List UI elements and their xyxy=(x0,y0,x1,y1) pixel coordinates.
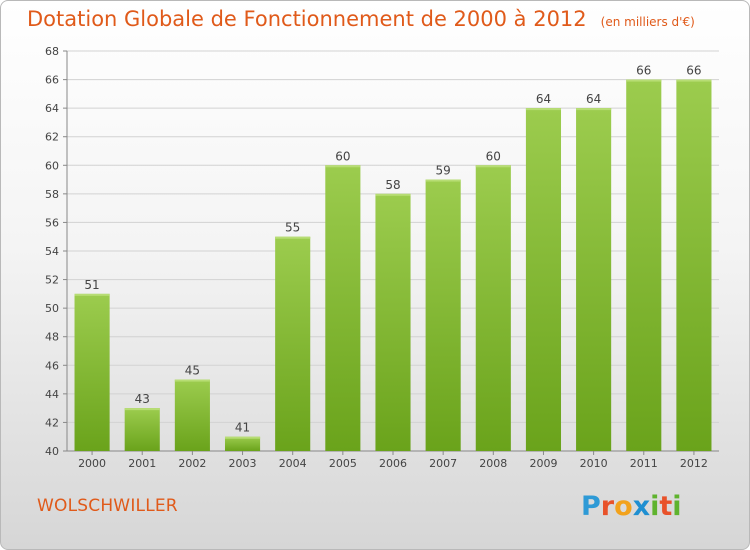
y-tick-label: 44 xyxy=(45,388,59,401)
bar-top-highlight xyxy=(325,165,361,168)
x-tick-label-2010: 2010 xyxy=(580,457,608,470)
x-tick-label-2009: 2009 xyxy=(529,457,557,470)
bar-2012 xyxy=(676,79,712,452)
x-tick-label-2004: 2004 xyxy=(279,457,307,470)
bar-2009 xyxy=(525,108,562,452)
x-tick-label-2003: 2003 xyxy=(229,457,257,470)
y-tick-label: 64 xyxy=(45,102,59,115)
logo-letter: o xyxy=(614,491,633,522)
data-label-2010: 64 xyxy=(586,92,601,106)
data-label-2000: 51 xyxy=(84,278,99,292)
bar-top-highlight xyxy=(74,293,110,296)
x-tick-label-2005: 2005 xyxy=(329,457,357,470)
y-tick-label: 66 xyxy=(45,74,59,87)
bar-2001 xyxy=(124,408,160,451)
bar-2007 xyxy=(425,179,461,452)
bar-2002 xyxy=(174,379,210,451)
bar-top-highlight xyxy=(124,408,160,411)
y-tick-label: 46 xyxy=(45,359,59,372)
y-tick-label: 58 xyxy=(45,188,59,201)
bar-top-highlight xyxy=(275,236,311,239)
logo-letter: r xyxy=(600,491,615,522)
bar-2000 xyxy=(74,293,110,451)
bar-top-highlight xyxy=(525,108,562,111)
y-tick-label: 54 xyxy=(45,245,59,258)
data-label-2004: 55 xyxy=(285,221,300,235)
bars xyxy=(74,79,712,452)
y-tick-label: 50 xyxy=(45,302,59,315)
data-label-2006: 58 xyxy=(385,178,400,192)
bar-2011 xyxy=(626,79,662,452)
data-label-2007: 59 xyxy=(436,164,451,178)
y-tick-label: 56 xyxy=(45,216,59,229)
unit-label: (en milliers d'€) xyxy=(600,15,695,29)
bar-top-highlight xyxy=(475,165,511,168)
x-tick-label-2007: 2007 xyxy=(429,457,457,470)
bar-top-highlight xyxy=(626,79,662,82)
bar-top-highlight xyxy=(174,379,210,382)
bar-top-highlight xyxy=(425,179,461,182)
y-tick-label: 42 xyxy=(45,416,59,429)
chart-title: Dotation Globale de Fonctionnement de 20… xyxy=(27,7,695,31)
x-tick-label-2006: 2006 xyxy=(379,457,407,470)
x-tick-label-2002: 2002 xyxy=(178,457,206,470)
y-tick-label: 68 xyxy=(45,45,59,58)
x-tick-label-2000: 2000 xyxy=(78,457,106,470)
bar-2004 xyxy=(275,236,311,451)
logo-letter: i xyxy=(650,491,660,522)
bar-2006 xyxy=(375,193,411,451)
data-label-2009: 64 xyxy=(536,92,551,106)
x-tick-label-2012: 2012 xyxy=(680,457,708,470)
bar-2003 xyxy=(224,436,261,451)
data-label-2005: 60 xyxy=(335,149,350,163)
logo-letter: x xyxy=(632,491,651,522)
data-label-2008: 60 xyxy=(486,149,501,163)
y-tick-label: 62 xyxy=(45,131,59,144)
data-label-2011: 66 xyxy=(636,64,651,78)
data-labels: 51 2000 43 2001 45 2002 41 2003 55 2004 60 2005 58 20… xyxy=(78,64,708,470)
logo-letter: P xyxy=(581,491,601,522)
data-label-2002: 45 xyxy=(185,364,200,378)
y-tick-label: 60 xyxy=(45,159,59,172)
bar-top-highlight xyxy=(676,79,712,82)
bar-2005 xyxy=(325,165,361,452)
x-tick-label-2001: 2001 xyxy=(128,457,156,470)
x-tick-label-2011: 2011 xyxy=(630,457,658,470)
bar-2010 xyxy=(576,108,612,452)
data-label-2003: 41 xyxy=(235,421,250,435)
commune-name: WOLSCHWILLER xyxy=(37,496,178,516)
bar-top-highlight xyxy=(576,108,612,111)
data-label-2012: 66 xyxy=(686,64,701,78)
logo-letter: i xyxy=(672,491,682,522)
data-label-2001: 43 xyxy=(135,392,150,406)
x-tick-label-2008: 2008 xyxy=(479,457,507,470)
bar-top-highlight xyxy=(375,193,411,196)
y-tick-label: 48 xyxy=(45,331,59,344)
y-tick-label: 52 xyxy=(45,274,59,287)
title-text: Dotation Globale de Fonctionnement de 20… xyxy=(27,7,587,31)
logo-letter: t xyxy=(659,491,673,522)
y-tick-label: 40 xyxy=(45,445,59,458)
bar-top-highlight xyxy=(224,436,261,439)
proxiti-logo: Proxiti xyxy=(581,491,682,522)
bar-2008 xyxy=(475,165,511,452)
